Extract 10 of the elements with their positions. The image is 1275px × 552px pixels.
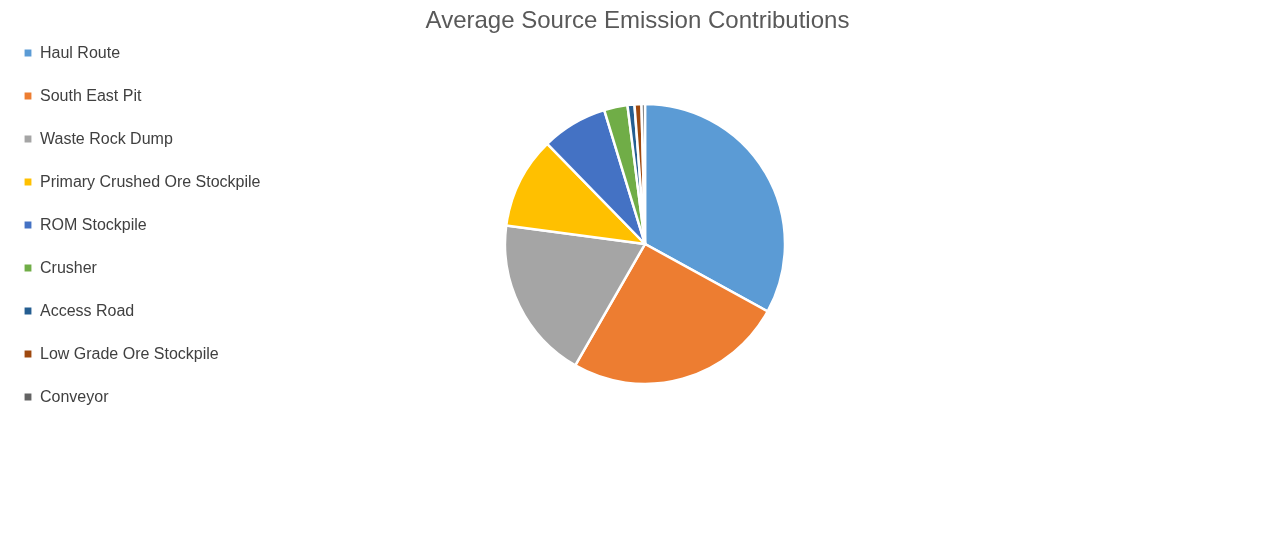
legend-label: Access Road — [40, 302, 135, 319]
legend-label: South East Pit — [40, 87, 142, 104]
legend-label: Primary Crushed Ore Stockpile — [40, 173, 261, 190]
legend-label: Crusher — [40, 259, 98, 276]
legend-label: Haul Route — [40, 44, 121, 61]
legend-label: Conveyor — [40, 388, 110, 405]
legend-label: Waste Rock Dump — [40, 130, 173, 147]
chart-title: Average Source Emission Contributions — [425, 6, 850, 33]
legend-label: Low Grade Ore Stockpile — [40, 345, 219, 362]
legend-label: ROM Stockpile — [40, 216, 147, 233]
